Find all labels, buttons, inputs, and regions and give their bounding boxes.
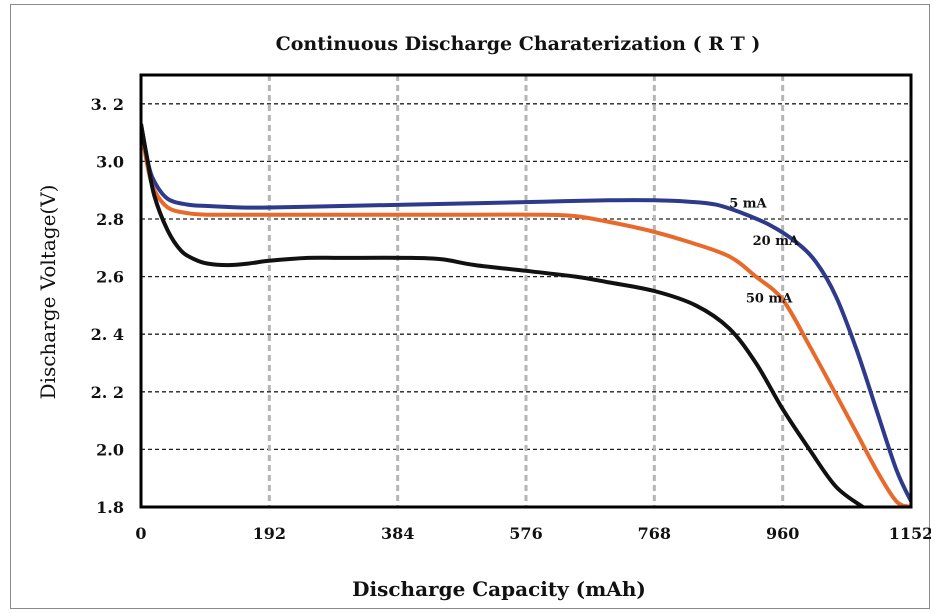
y-tick-label: 2.6 (96, 268, 124, 287)
x-tick-label: 768 (638, 524, 671, 543)
x-tick-label: 1152 (889, 524, 931, 543)
series-label-5ma: 5 mA (729, 196, 767, 211)
series-labels: 5 mA 20 mA 50 mA (729, 196, 800, 306)
x-axis-label: Discharge Capacity (mAh) (352, 577, 646, 601)
y-tick-label: 2.0 (96, 440, 124, 459)
plot-area (139, 73, 913, 509)
y-tick-label: 3.0 (96, 152, 124, 171)
series-line-50ma (141, 123, 865, 507)
x-tick-label: 192 (253, 524, 286, 543)
y-axis-label: Discharge Voltage(V) (36, 185, 60, 400)
chart-title: Continuous Discharge Charaterization ( R… (276, 33, 761, 55)
y-tick-label: 2. 4 (91, 325, 124, 344)
y-tick-label: 3. 2 (91, 95, 124, 114)
x-tick-label: 576 (509, 524, 542, 543)
x-tick-label: 960 (766, 524, 799, 543)
x-tick-label: 384 (381, 524, 414, 543)
y-tick-label: 1.8 (96, 498, 124, 517)
discharge-chart: Continuous Discharge Charaterization ( R… (36, 33, 931, 601)
y-tick-label: 2. 2 (91, 383, 124, 402)
x-tick-labels: 0 192 384 576 768 960 1152 (135, 524, 931, 543)
y-tick-labels: 1.8 2.0 2. 2 2. 4 2.6 2.8 3.0 3. 2 (91, 95, 124, 517)
series-lines (141, 123, 911, 507)
series-label-20ma: 20 mA (753, 234, 800, 249)
grid (141, 75, 911, 507)
chart-frame: Continuous Discharge Charaterization ( R… (10, 4, 931, 609)
series-label-50ma: 50 mA (746, 292, 793, 307)
x-tick-label: 0 (135, 524, 146, 543)
y-tick-label: 2.8 (96, 210, 124, 229)
series-line-20ma (141, 126, 911, 507)
series-line-5ma (141, 123, 911, 503)
